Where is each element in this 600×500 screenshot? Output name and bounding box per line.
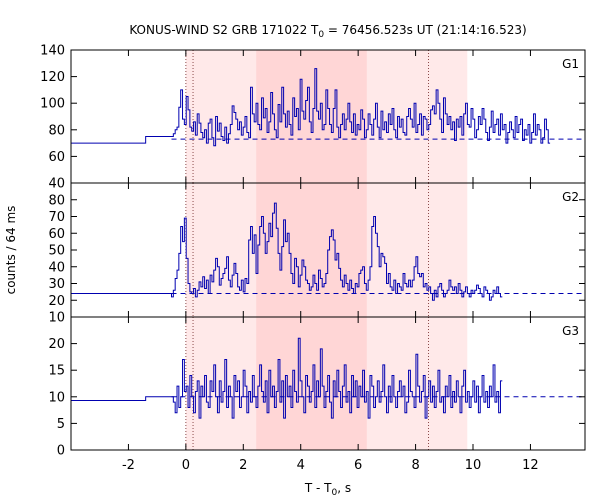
y-axis-label: counts / 64 ms xyxy=(4,206,18,295)
x-tick-label: 4 xyxy=(297,458,305,473)
x-tick-label: 6 xyxy=(354,458,362,473)
y-tick-label: 60 xyxy=(48,150,65,165)
shade-dark-region xyxy=(256,317,367,450)
y-tick-label: 10 xyxy=(48,311,65,326)
y-tick-label: 80 xyxy=(48,123,65,138)
panel-label: G1 xyxy=(562,57,579,71)
x-tick-label: 12 xyxy=(522,458,539,473)
y-tick-label: 10 xyxy=(48,390,65,405)
y-tick-label: 30 xyxy=(48,277,65,292)
x-tick-label: -2 xyxy=(122,458,135,473)
y-tick-label: 5 xyxy=(57,417,65,432)
shade-dark-region xyxy=(256,183,367,317)
x-tick-label: 2 xyxy=(239,458,247,473)
x-tick-label: 8 xyxy=(411,458,419,473)
panel-frame xyxy=(70,316,586,451)
panel-g1: 40 60 80 100 120 140 G1 xyxy=(40,44,586,192)
y-tick-label: 70 xyxy=(48,210,65,225)
panel-g3: 0 5 10 15 20 G3 xyxy=(48,316,586,459)
x-tick-label: 10 xyxy=(465,458,482,473)
panel-label: G2 xyxy=(562,190,579,204)
y-tick-label: 40 xyxy=(48,177,65,192)
y-tick-label: 120 xyxy=(40,70,65,85)
y-tick-label: 140 xyxy=(40,44,65,59)
y-tick-label: 80 xyxy=(48,193,65,208)
y-tick-label: 20 xyxy=(48,337,65,352)
y-tick-label: 60 xyxy=(48,227,65,242)
panel-label: G3 xyxy=(562,324,579,338)
y-tick-label: 50 xyxy=(48,244,65,259)
x-tick-label: 0 xyxy=(182,458,190,473)
y-tick-label: 15 xyxy=(48,364,65,379)
y-tick-label: 40 xyxy=(48,260,65,275)
series-g2-histogram xyxy=(71,202,503,301)
y-tick-label: 100 xyxy=(40,97,65,112)
series-g3-histogram xyxy=(71,337,503,419)
series-g1-histogram xyxy=(71,68,551,147)
y-tick-label: 20 xyxy=(48,294,65,309)
x-axis-label: T - T0, s xyxy=(304,481,351,498)
y-tick-label: 0 xyxy=(57,444,65,459)
chart-title: KONUS-WIND S2 GRB 171022 T0 = 76456.523s… xyxy=(129,23,526,40)
